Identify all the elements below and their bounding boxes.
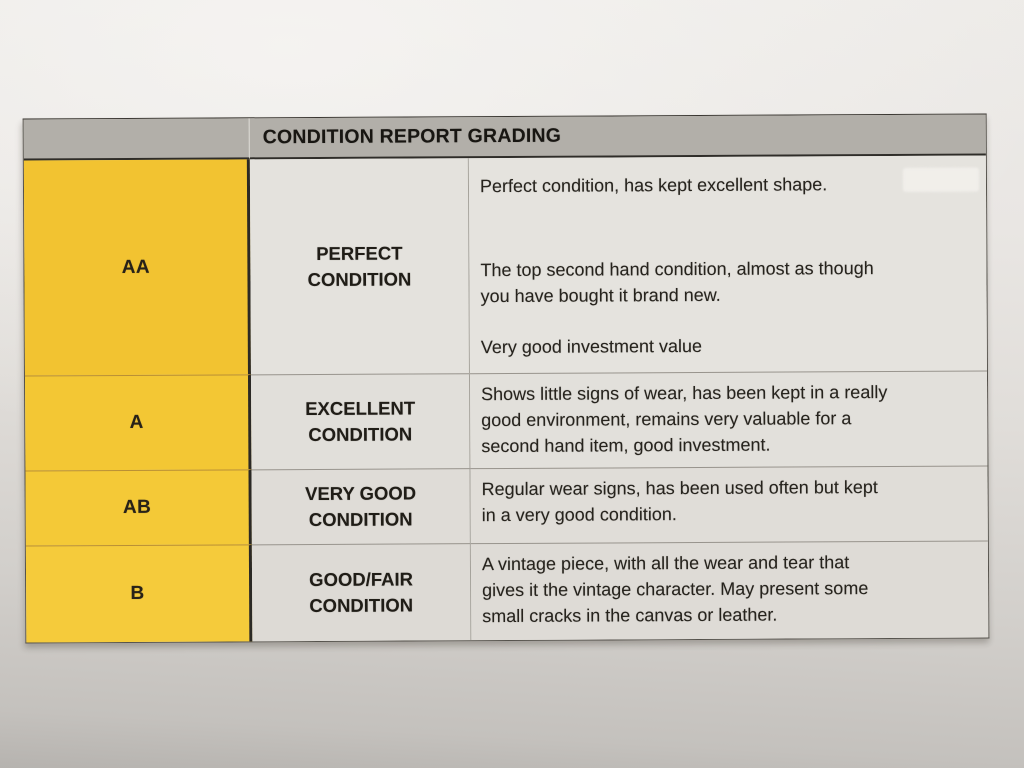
description-line: Regular wear signs, has been used often …	[481, 477, 878, 500]
description-line: in a very good condition.	[481, 504, 677, 526]
description-paragraph: Very good investment value	[481, 332, 973, 361]
description-paragraph: The top second hand condition, almost as…	[480, 255, 972, 310]
grade-code-cell-aa: AA	[23, 159, 251, 376]
description-paragraph: A vintage piece, with all the wear and t…	[482, 549, 974, 630]
condition-label-cell-ab: VERY GOOD CONDITION	[251, 468, 471, 545]
description-line: small cracks in the canvas or leather.	[482, 604, 778, 627]
condition-report-grading-table: CONDITION REPORT GRADING AA PERFECT COND…	[22, 113, 990, 644]
description-line: A vintage piece, with all the wear and t…	[481, 552, 850, 575]
grade-code-ab: AB	[122, 496, 152, 519]
description-paragraph: Shows little signs of wear, has been kep…	[481, 379, 973, 460]
description-cell-aa: Perfect condition, has kept excellent sh…	[468, 155, 987, 374]
description-line: second hand item, good investment.	[481, 434, 771, 457]
description-line: you have bought it brand new.	[480, 284, 721, 307]
description-line: good environment, remains very valuable …	[481, 408, 852, 431]
description-cell-a: Shows little signs of wear, has been kep…	[469, 370, 988, 469]
condition-label-line: CONDITION	[308, 508, 413, 531]
condition-label-line: CONDITION	[309, 594, 414, 617]
table-header-title: CONDITION REPORT GRADING	[249, 114, 986, 160]
grade-code-a: A	[129, 411, 144, 433]
description-cell-b: A vintage piece, with all the wear and t…	[470, 540, 989, 641]
condition-label-cell-a: EXCELLENT CONDITION	[250, 373, 471, 470]
description-line: Perfect condition, has kept excellent sh…	[479, 174, 828, 197]
grade-code-b: B	[130, 582, 145, 604]
description-paragraph: Perfect condition, has kept excellent sh…	[480, 171, 972, 200]
correction-fluid-patch	[902, 167, 980, 192]
condition-label-line: GOOD/FAIR	[309, 568, 414, 591]
condition-label-cell-b: GOOD/FAIR CONDITION	[251, 543, 472, 642]
condition-label-cell-aa: PERFECT CONDITION	[249, 158, 470, 375]
description-line: Shows little signs of wear, has been kep…	[481, 382, 888, 405]
description-paragraph: Regular wear signs, has been used often …	[482, 474, 974, 529]
grade-code-aa: AA	[121, 256, 151, 278]
grade-code-cell-ab: AB	[25, 469, 252, 546]
description-line: gives it the vintage character. May pres…	[482, 578, 869, 601]
description-line: The top second hand condition, almost as…	[480, 258, 874, 281]
condition-label-line: PERFECT	[316, 242, 403, 264]
header-spacer-cell	[23, 118, 250, 161]
condition-label-line: VERY GOOD	[305, 482, 417, 505]
condition-label-line: CONDITION	[308, 423, 413, 446]
grade-code-cell-b: B	[25, 544, 253, 643]
condition-label-line: CONDITION	[307, 267, 412, 290]
grade-code-cell-a: A	[24, 374, 252, 471]
description-cell-ab: Regular wear signs, has been used often …	[470, 465, 988, 544]
condition-label-line: EXCELLENT	[305, 397, 416, 420]
description-line: Very good investment value	[480, 335, 703, 358]
